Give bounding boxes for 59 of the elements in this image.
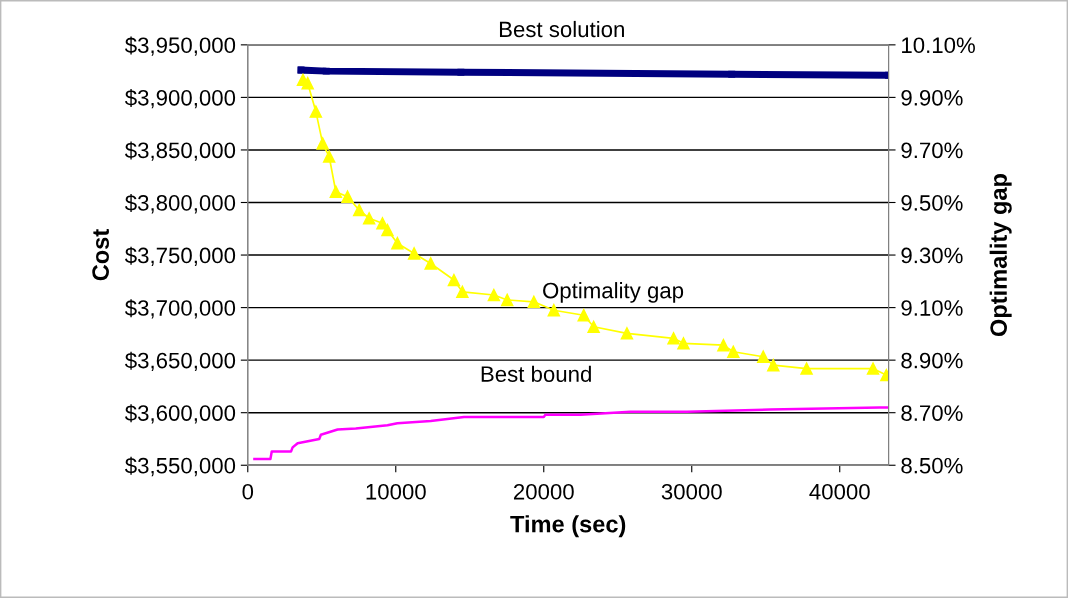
x-tick-label: 0 (242, 483, 254, 500)
y-tick-label: $3,950,000 (125, 36, 236, 56)
x-axis-title: Time (sec) (510, 515, 626, 538)
point (500, 293, 514, 307)
y-tick-label: $3,700,000 (125, 299, 236, 319)
point (577, 308, 590, 322)
y-tick-label: $3,550,000 (125, 456, 236, 477)
y2-tick-label: 10.10% (902, 37, 975, 54)
point (309, 105, 323, 118)
point (341, 190, 354, 203)
y-tick-label: $3,800,000 (125, 194, 236, 214)
point (322, 150, 336, 163)
x-tick-label: 10000 (366, 483, 426, 500)
y2-tick-label: 9.50% (901, 195, 963, 211)
y2-axis-title: Optimality gap (989, 174, 1012, 337)
point (362, 212, 376, 225)
y2-tick-label: 8.70% (901, 405, 963, 421)
point (866, 362, 880, 375)
point (756, 350, 770, 363)
y2-tick-label: 9.30% (901, 247, 963, 264)
point (391, 236, 404, 250)
series-label: Optimality gap (543, 282, 684, 303)
y-axis-title: Cost (92, 229, 109, 281)
point (527, 295, 541, 309)
point (316, 137, 329, 150)
y-tick-label: $3,850,000 (125, 141, 236, 161)
point (667, 332, 680, 345)
y-tick-label: $3,900,000 (125, 89, 236, 109)
x-tick-label: 20000 (513, 483, 574, 500)
point (717, 338, 730, 352)
point (487, 288, 501, 302)
y2-tick-label: 9.90% (901, 89, 963, 106)
point (352, 203, 366, 217)
point (800, 362, 813, 375)
point (381, 223, 394, 237)
point (677, 337, 690, 350)
point (407, 247, 421, 260)
point (547, 303, 561, 317)
y2-tick-label: 8.50% (901, 457, 963, 474)
point (620, 327, 634, 340)
series-label: Best solution (499, 20, 624, 38)
y2-tick-label: 8.90% (901, 352, 963, 369)
y-tick-label: $3,750,000 (125, 246, 236, 266)
point (456, 285, 469, 299)
point (301, 76, 314, 90)
point (727, 345, 740, 358)
x-tick-label: 30000 (661, 483, 722, 500)
y-tick-label: $3,650,000 (125, 351, 236, 372)
line-series (253, 406, 889, 461)
x-tick-label: 40000 (809, 483, 870, 500)
y2-tick-label: 9.10% (901, 300, 963, 316)
point (767, 358, 780, 372)
point (587, 320, 600, 334)
y2-tick-label: 9.70% (901, 142, 963, 159)
y-tick-label: $3,600,000 (125, 404, 236, 424)
point (447, 273, 461, 287)
point (424, 257, 437, 270)
series-label: Best bound (481, 365, 591, 382)
point (329, 185, 343, 198)
